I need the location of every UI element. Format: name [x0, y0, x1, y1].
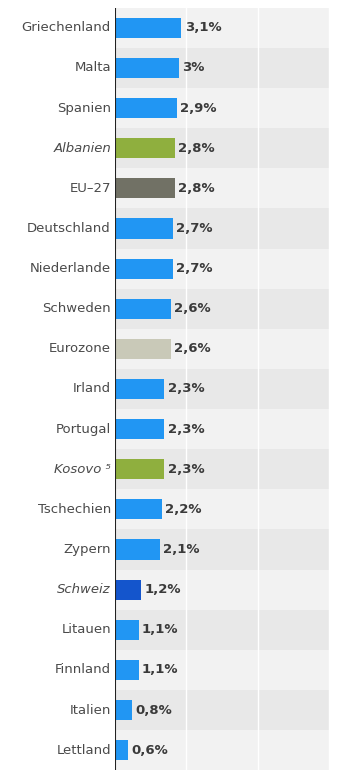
Text: Finnland: Finnland [55, 664, 111, 676]
Text: Niederlande: Niederlande [30, 262, 111, 275]
Text: Portugal: Portugal [56, 422, 111, 436]
Bar [115, 610, 329, 650]
Text: Litauen: Litauen [61, 623, 111, 636]
Text: EU–27: EU–27 [69, 182, 111, 194]
Text: 0,8%: 0,8% [136, 703, 172, 717]
Text: 3%: 3% [182, 61, 205, 75]
Text: 2,9%: 2,9% [180, 102, 217, 114]
Bar [115, 98, 177, 118]
Bar [115, 8, 329, 48]
Text: 2,8%: 2,8% [178, 142, 215, 155]
Bar [115, 740, 128, 760]
Text: 1,1%: 1,1% [142, 623, 178, 636]
Text: Italien: Italien [69, 703, 111, 717]
Bar [115, 580, 141, 600]
Text: Griechenland: Griechenland [22, 21, 111, 34]
Text: Schweiz: Schweiz [57, 584, 111, 596]
Bar [115, 489, 329, 530]
Text: Zypern: Zypern [63, 543, 111, 556]
Bar [115, 449, 329, 489]
Text: Eurozone: Eurozone [49, 342, 111, 356]
Bar [115, 499, 162, 520]
Text: 1,2%: 1,2% [144, 584, 181, 596]
Bar [115, 730, 329, 770]
Bar [115, 88, 329, 128]
Text: 2,1%: 2,1% [163, 543, 200, 556]
Bar [115, 419, 164, 439]
Text: 2,6%: 2,6% [174, 302, 211, 315]
Bar [115, 539, 160, 559]
Bar [115, 329, 329, 369]
Text: Albanien: Albanien [53, 142, 111, 155]
Text: 2,7%: 2,7% [176, 222, 213, 235]
Bar [115, 459, 164, 479]
Bar [115, 700, 132, 720]
Bar [115, 289, 329, 329]
Text: Irland: Irland [73, 383, 111, 395]
Bar [115, 660, 139, 680]
Bar [115, 128, 329, 168]
Text: 2,6%: 2,6% [174, 342, 211, 356]
Text: Tschechien: Tschechien [38, 503, 111, 516]
Text: 2,2%: 2,2% [165, 503, 202, 516]
Text: 2,3%: 2,3% [167, 383, 204, 395]
Text: 0,6%: 0,6% [131, 744, 168, 757]
Bar [115, 620, 139, 640]
Bar [115, 690, 329, 730]
Bar [115, 219, 173, 239]
Bar [115, 178, 175, 198]
Bar [115, 209, 329, 248]
Text: 2,3%: 2,3% [167, 463, 204, 476]
Text: Malta: Malta [74, 61, 111, 75]
Text: 2,7%: 2,7% [176, 262, 213, 275]
Bar [115, 168, 329, 209]
Bar [115, 650, 329, 690]
Text: Deutschland: Deutschland [27, 222, 111, 235]
Bar [115, 248, 329, 289]
Bar [115, 48, 329, 88]
Bar [115, 569, 329, 610]
Bar [115, 299, 171, 319]
Text: Spanien: Spanien [57, 102, 111, 114]
Text: 3,1%: 3,1% [185, 21, 221, 34]
Bar [115, 258, 173, 279]
Bar [115, 409, 329, 449]
Bar [115, 18, 181, 38]
Bar [115, 369, 329, 409]
Text: 2,8%: 2,8% [178, 182, 215, 194]
Bar [115, 58, 179, 78]
Text: 2,3%: 2,3% [167, 422, 204, 436]
Text: Lettland: Lettland [56, 744, 111, 757]
Bar [115, 530, 329, 569]
Text: 1,1%: 1,1% [142, 664, 178, 676]
Bar [115, 379, 164, 399]
Bar [115, 138, 175, 158]
Text: Schweden: Schweden [42, 302, 111, 315]
Text: Kosovo ⁵: Kosovo ⁵ [54, 463, 111, 476]
Bar [115, 339, 171, 359]
